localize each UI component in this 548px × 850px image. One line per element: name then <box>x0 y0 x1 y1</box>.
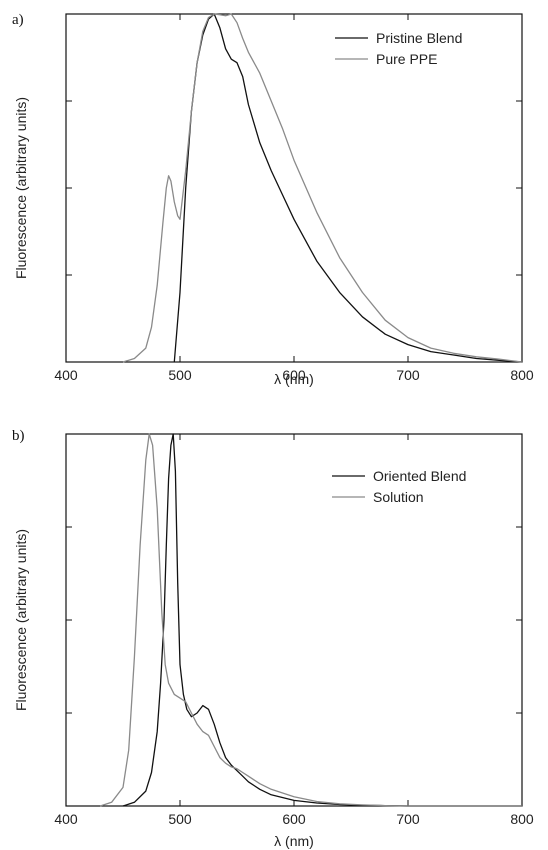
series-line-oriented-blend <box>122 433 522 807</box>
x-tick-labels-a: 400 500 600 700 800 <box>54 367 534 383</box>
legend-label-pristine-blend: Pristine Blend <box>376 30 462 46</box>
legend-label-pure-ppe: Pure PPE <box>376 51 437 67</box>
legend-label-oriented-blend: Oriented Blend <box>373 468 466 484</box>
x-tick-label-a-500: 500 <box>168 367 192 383</box>
series-group-a <box>122 13 523 363</box>
y-ticks-b <box>66 526 522 714</box>
panel-label-a: a) <box>12 12 24 28</box>
x-tick-label-b-400: 400 <box>54 811 78 827</box>
x-axis-label-b: λ (nm) <box>274 833 314 849</box>
chart-panel-a: a) 400 500 600 700 800 λ (nm) Fluorescence (… <box>12 12 534 387</box>
plot-frame-a <box>65 13 523 363</box>
x-tick-label-b-700: 700 <box>396 811 420 827</box>
plot-frame-b <box>65 433 523 807</box>
y-ticks-a <box>66 100 522 276</box>
series-line-pure-ppe <box>122 13 523 363</box>
x-tick-labels-b: 400 500 600 700 800 <box>54 811 534 827</box>
x-ticks-b <box>65 434 523 806</box>
x-tick-label-a-400: 400 <box>54 367 78 383</box>
legend-a: Pristine Blend Pure PPE <box>335 30 462 67</box>
series-group-b <box>99 433 522 807</box>
x-tick-label-a-600: 600 <box>282 367 306 383</box>
x-tick-label-b-600: 600 <box>282 811 306 827</box>
series-line-pristine-blend <box>173 13 523 363</box>
y-axis-label-a: Fluorescence (arbitrary units) <box>13 97 29 279</box>
y-axis-label-b: Fluorescence (arbitrary units) <box>13 529 29 711</box>
legend-b: Oriented Blend Solution <box>332 468 466 505</box>
x-axis-label-a: λ (nm) <box>274 371 314 387</box>
panel-label-b: b) <box>12 428 25 444</box>
series-line-solution <box>99 433 522 807</box>
x-tick-label-b-500: 500 <box>168 811 192 827</box>
x-tick-label-a-700: 700 <box>396 367 420 383</box>
legend-label-solution: Solution <box>373 489 424 505</box>
x-ticks-a <box>65 14 523 362</box>
x-tick-label-a-800: 800 <box>510 367 534 383</box>
chart-panel-b: b) 400 500 600 700 800 λ (nm) Fluorescence (… <box>12 428 534 849</box>
x-tick-label-b-800: 800 <box>510 811 534 827</box>
